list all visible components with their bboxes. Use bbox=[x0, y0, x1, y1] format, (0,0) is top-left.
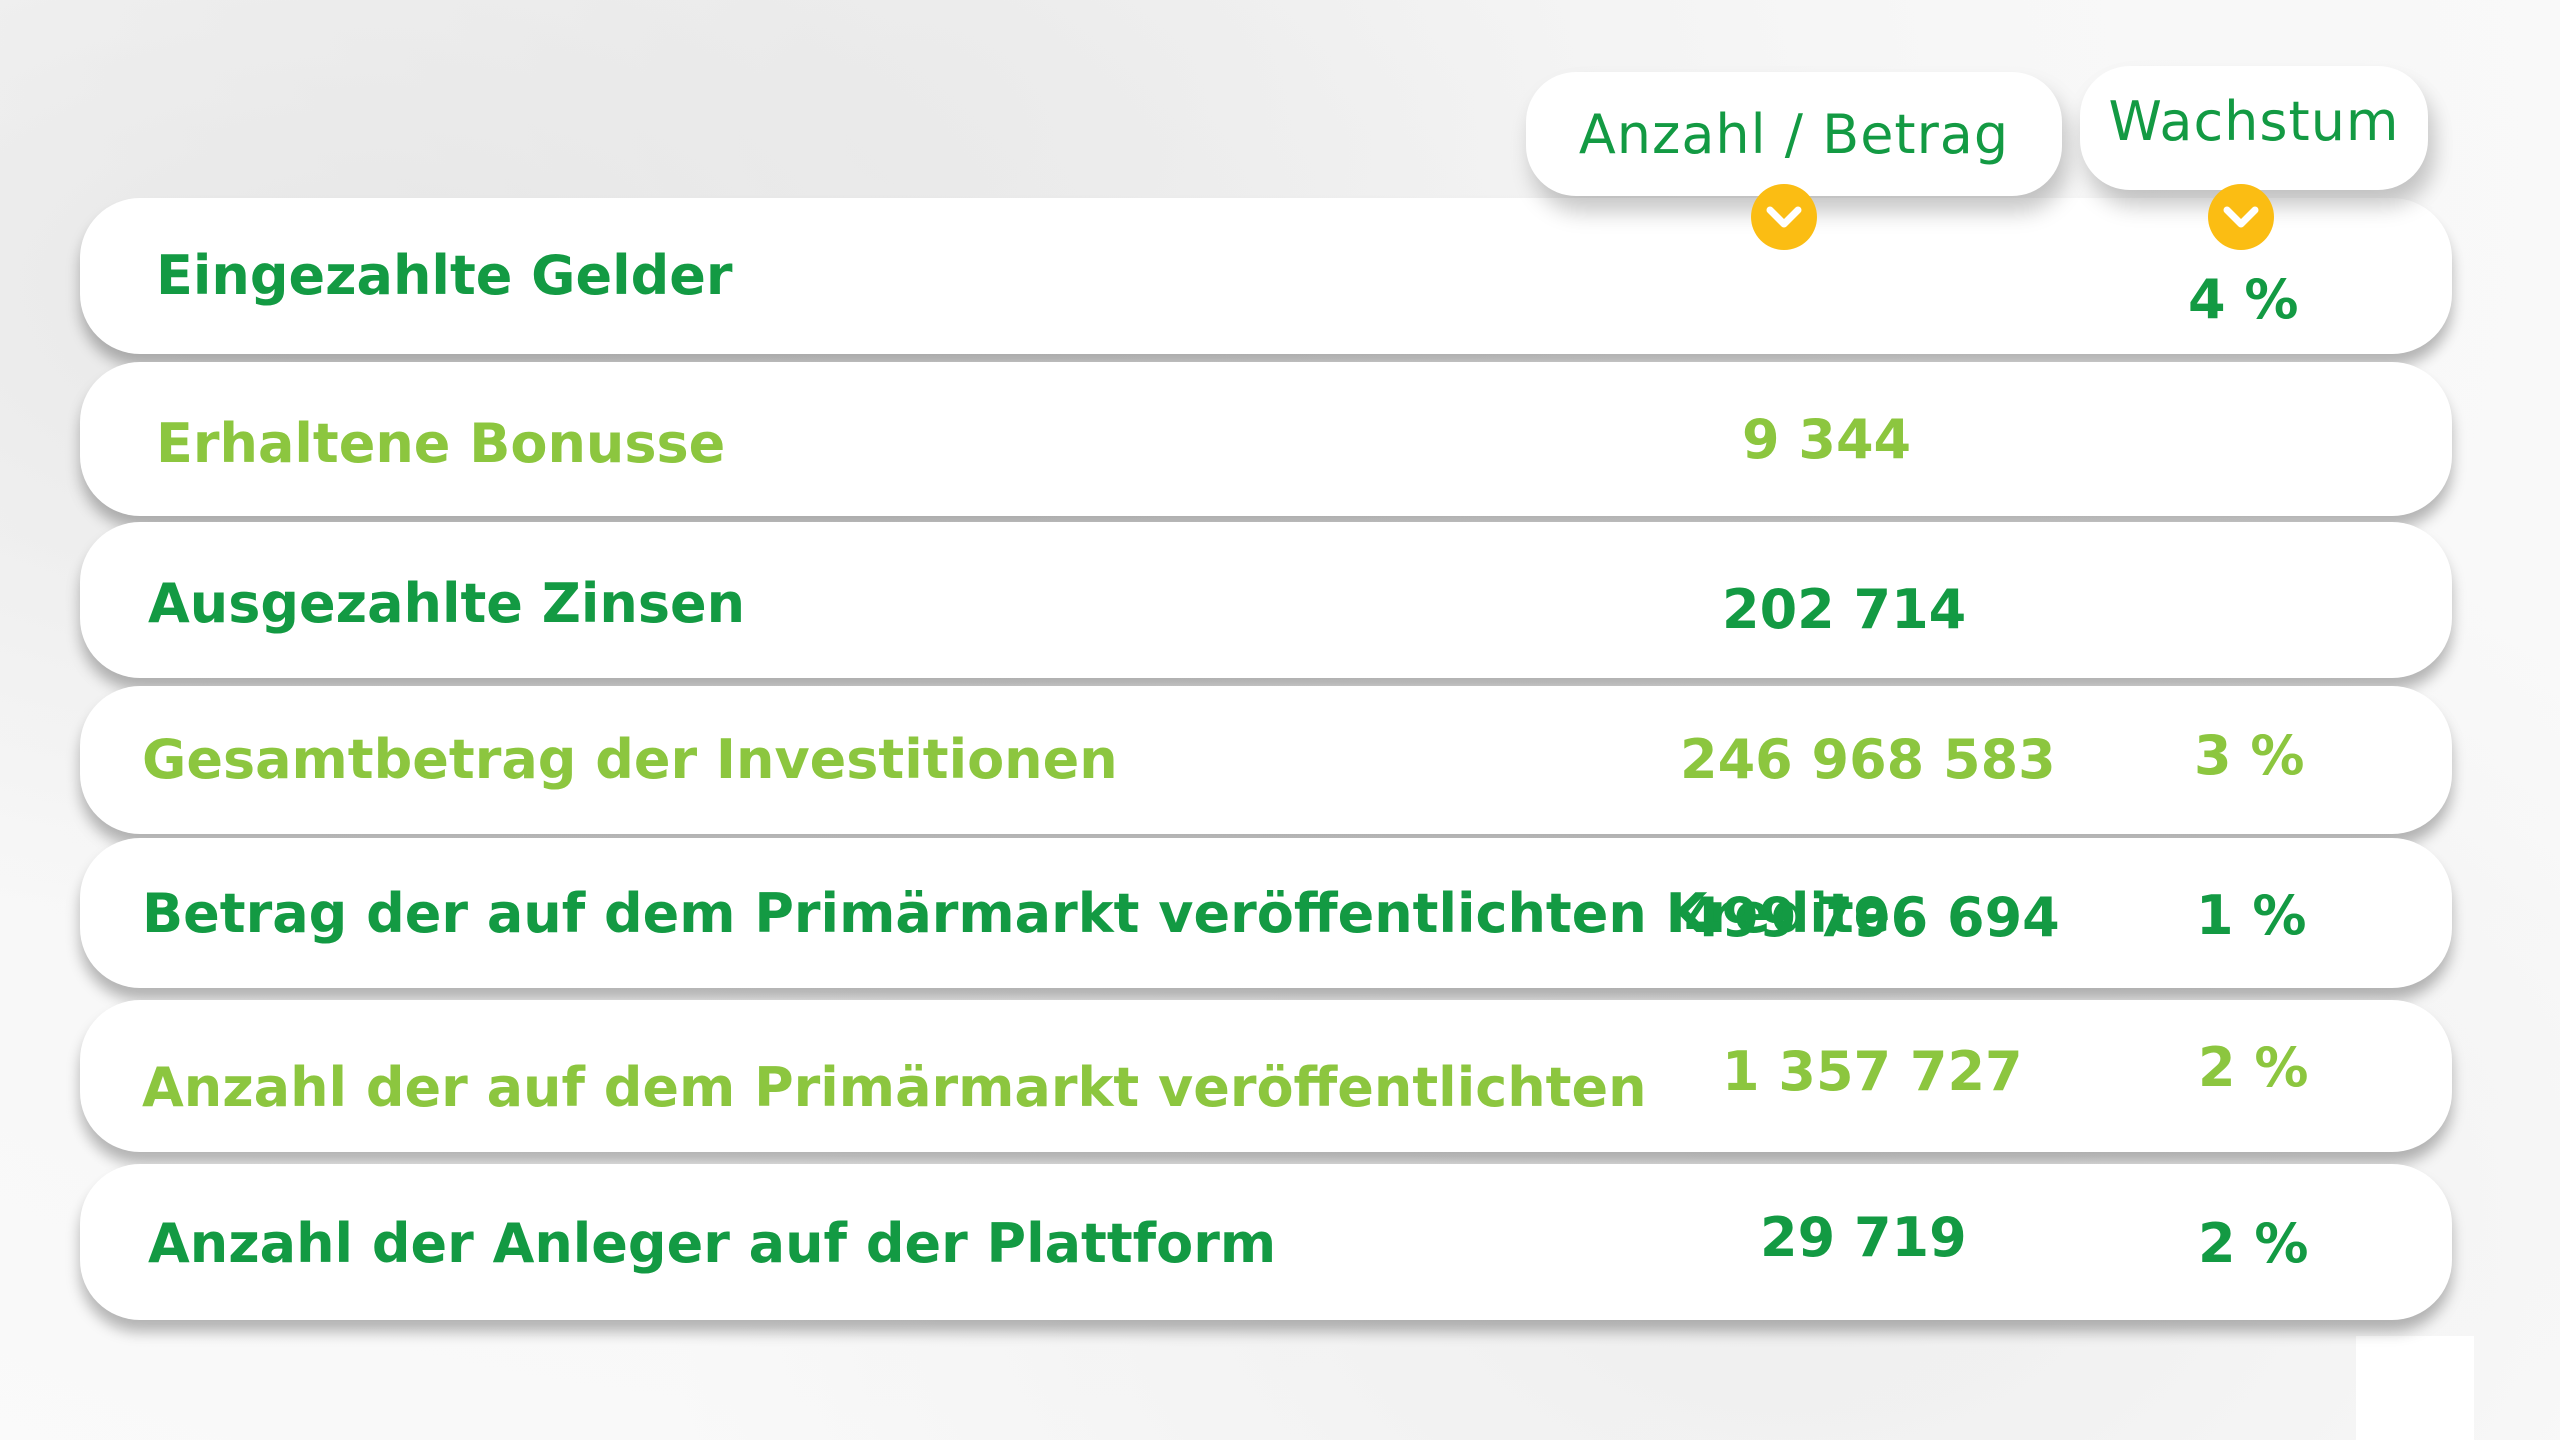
stat-row-deposited-funds: Eingezahlte Gelder 4 % bbox=[80, 198, 2452, 354]
stat-growth: 2 % bbox=[2198, 1036, 2309, 1099]
stat-label: Betrag der auf dem Primärmarkt veröffent… bbox=[142, 882, 1891, 945]
stat-label: Ausgezahlte Zinsen bbox=[148, 572, 746, 635]
stat-label: Erhaltene Bonusse bbox=[156, 412, 726, 475]
stat-value: 499 796 694 bbox=[1684, 886, 2060, 949]
stat-label: Eingezahlte Gelder bbox=[156, 244, 733, 307]
stat-label: Anzahl der Anleger auf der Plattform bbox=[148, 1212, 1277, 1275]
stat-label: Gesamtbetrag der Investitionen bbox=[142, 728, 1118, 791]
stat-growth: 4 % bbox=[2188, 268, 2299, 331]
stat-value: 9 344 bbox=[1742, 408, 1912, 471]
column-header-growth: Wachstum bbox=[2080, 66, 2428, 190]
stat-row-investor-count: Anzahl der Anleger auf der Plattform 29 … bbox=[80, 1164, 2452, 1320]
column-header-amount: Anzahl / Betrag bbox=[1526, 72, 2062, 196]
stat-growth: 3 % bbox=[2194, 724, 2305, 787]
stat-row-bonuses: Erhaltene Bonusse 9 344 bbox=[80, 362, 2452, 516]
stat-growth: 2 % bbox=[2198, 1212, 2309, 1275]
stat-value: 202 714 bbox=[1722, 578, 1967, 641]
stat-value: 246 968 583 bbox=[1680, 728, 2056, 791]
stat-growth: 1 % bbox=[2196, 884, 2307, 947]
stat-row-total-investments: Gesamtbetrag der Investitionen 246 968 5… bbox=[80, 686, 2452, 834]
stat-value: 1 357 727 bbox=[1722, 1040, 2023, 1103]
stat-row-interest: Ausgezahlte Zinsen 202 714 bbox=[80, 522, 2452, 678]
stat-row-published-loans-amount: Betrag der auf dem Primärmarkt veröffent… bbox=[80, 838, 2452, 988]
stat-value: 29 719 bbox=[1760, 1206, 1967, 1269]
column-header-amount-label: Anzahl / Betrag bbox=[1578, 102, 2010, 166]
stat-row-published-loans-count: Anzahl der auf dem Primärmarkt veröffent… bbox=[80, 1000, 2452, 1152]
background-patch bbox=[2356, 1336, 2474, 1440]
chevron-down-icon bbox=[1751, 184, 1817, 250]
chevron-down-icon bbox=[2208, 184, 2274, 250]
column-header-growth-label: Wachstum bbox=[2108, 90, 2400, 153]
stat-label: Anzahl der auf dem Primärmarkt veröffent… bbox=[142, 1056, 1647, 1119]
